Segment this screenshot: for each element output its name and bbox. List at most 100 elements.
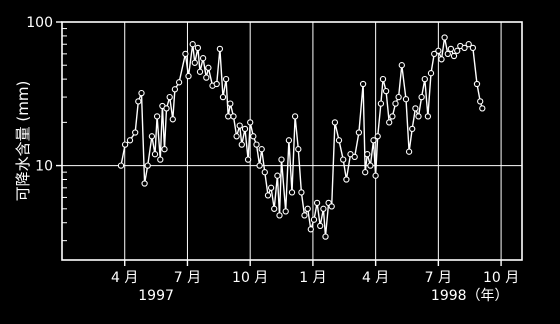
data-point (151, 151, 159, 158)
data-point (340, 156, 347, 163)
data-point (372, 172, 379, 179)
data-point (444, 50, 451, 58)
data-point (169, 116, 176, 123)
data-point (282, 208, 289, 215)
data-point (132, 129, 139, 136)
data-point (138, 89, 145, 97)
data-point (276, 212, 283, 219)
data-point (227, 100, 234, 107)
data-point (189, 41, 196, 48)
data-point (320, 205, 327, 212)
data-point (307, 226, 314, 233)
data-point (267, 184, 275, 191)
data-point (431, 50, 438, 58)
year-label: 1997 (138, 288, 174, 304)
series (117, 34, 486, 240)
year-labels: 1997 1998（年） (138, 288, 508, 304)
data-point (247, 119, 254, 126)
data-point (461, 44, 468, 52)
data-point (274, 172, 281, 179)
data-point (415, 113, 422, 120)
data-point (389, 113, 396, 120)
data-point (412, 105, 419, 112)
data-point (191, 59, 198, 66)
data-point (398, 62, 405, 69)
data-point (301, 212, 308, 219)
data-point (236, 122, 243, 129)
data-point (295, 146, 302, 153)
data-point (222, 75, 230, 83)
data-point (322, 233, 329, 240)
data-point (367, 162, 374, 169)
data-point (213, 80, 220, 88)
data-point (435, 47, 442, 54)
data-point (175, 79, 183, 86)
data-point (479, 105, 486, 112)
year-label: 1998（年） (431, 288, 509, 304)
x-tick-label: 7 月 (425, 270, 452, 286)
data-point (233, 133, 240, 140)
data-point (362, 169, 369, 176)
data-point (219, 93, 227, 101)
data-point (196, 68, 204, 75)
data-point (271, 205, 278, 212)
data-point (374, 133, 381, 140)
data-point (424, 113, 432, 120)
data-point (225, 113, 232, 120)
data-point (166, 93, 173, 101)
data-point (264, 192, 272, 199)
y-tick-label: 10 (35, 159, 53, 175)
data-point (313, 199, 321, 207)
plot-frame (61, 21, 523, 261)
data-point (465, 41, 472, 48)
data-point (469, 44, 477, 52)
x-tick-label: 4 月 (111, 270, 138, 286)
data-point (317, 222, 324, 230)
data-point (392, 100, 399, 107)
data-point (199, 55, 207, 62)
data-point (331, 119, 339, 126)
data-point (355, 129, 363, 136)
data-point (364, 151, 371, 158)
data-point (253, 141, 260, 148)
data-point (126, 137, 134, 144)
data-point (310, 216, 318, 223)
data-point (291, 113, 299, 120)
data-point (185, 72, 192, 80)
data-point (473, 80, 481, 88)
data-point (450, 52, 458, 60)
y-tick-label: 100 (26, 15, 53, 31)
data-point (261, 169, 268, 176)
data-point (144, 162, 151, 169)
x-axis: 4 月 7 月 10 月 1 月 4 月 7 月 10 月 (111, 260, 519, 286)
data-point (409, 125, 416, 133)
x-tick-label: 4 月 (362, 270, 389, 286)
data-point (395, 93, 402, 101)
data-point (402, 96, 410, 103)
data-point (163, 105, 170, 112)
data-point (441, 34, 448, 41)
data-point (285, 137, 293, 144)
y-axis: 10 100 (26, 15, 67, 242)
data-point (244, 156, 252, 163)
data-point (157, 156, 164, 163)
data-point (447, 45, 455, 53)
data-point (288, 189, 296, 196)
data-point (477, 98, 484, 105)
data-point (203, 74, 210, 81)
data-point (438, 56, 445, 63)
data-point (335, 137, 343, 144)
data-point (148, 133, 156, 140)
data-point (258, 146, 265, 153)
x-tick-label: 10 月 (483, 270, 519, 286)
data-point (379, 75, 387, 83)
data-point (121, 141, 129, 148)
data-point (421, 75, 428, 83)
x-tick-label: 7 月 (174, 270, 201, 286)
data-point (386, 119, 393, 126)
data-point (382, 87, 390, 95)
data-point (377, 100, 385, 107)
data-point (359, 80, 367, 88)
data-point (238, 141, 245, 148)
